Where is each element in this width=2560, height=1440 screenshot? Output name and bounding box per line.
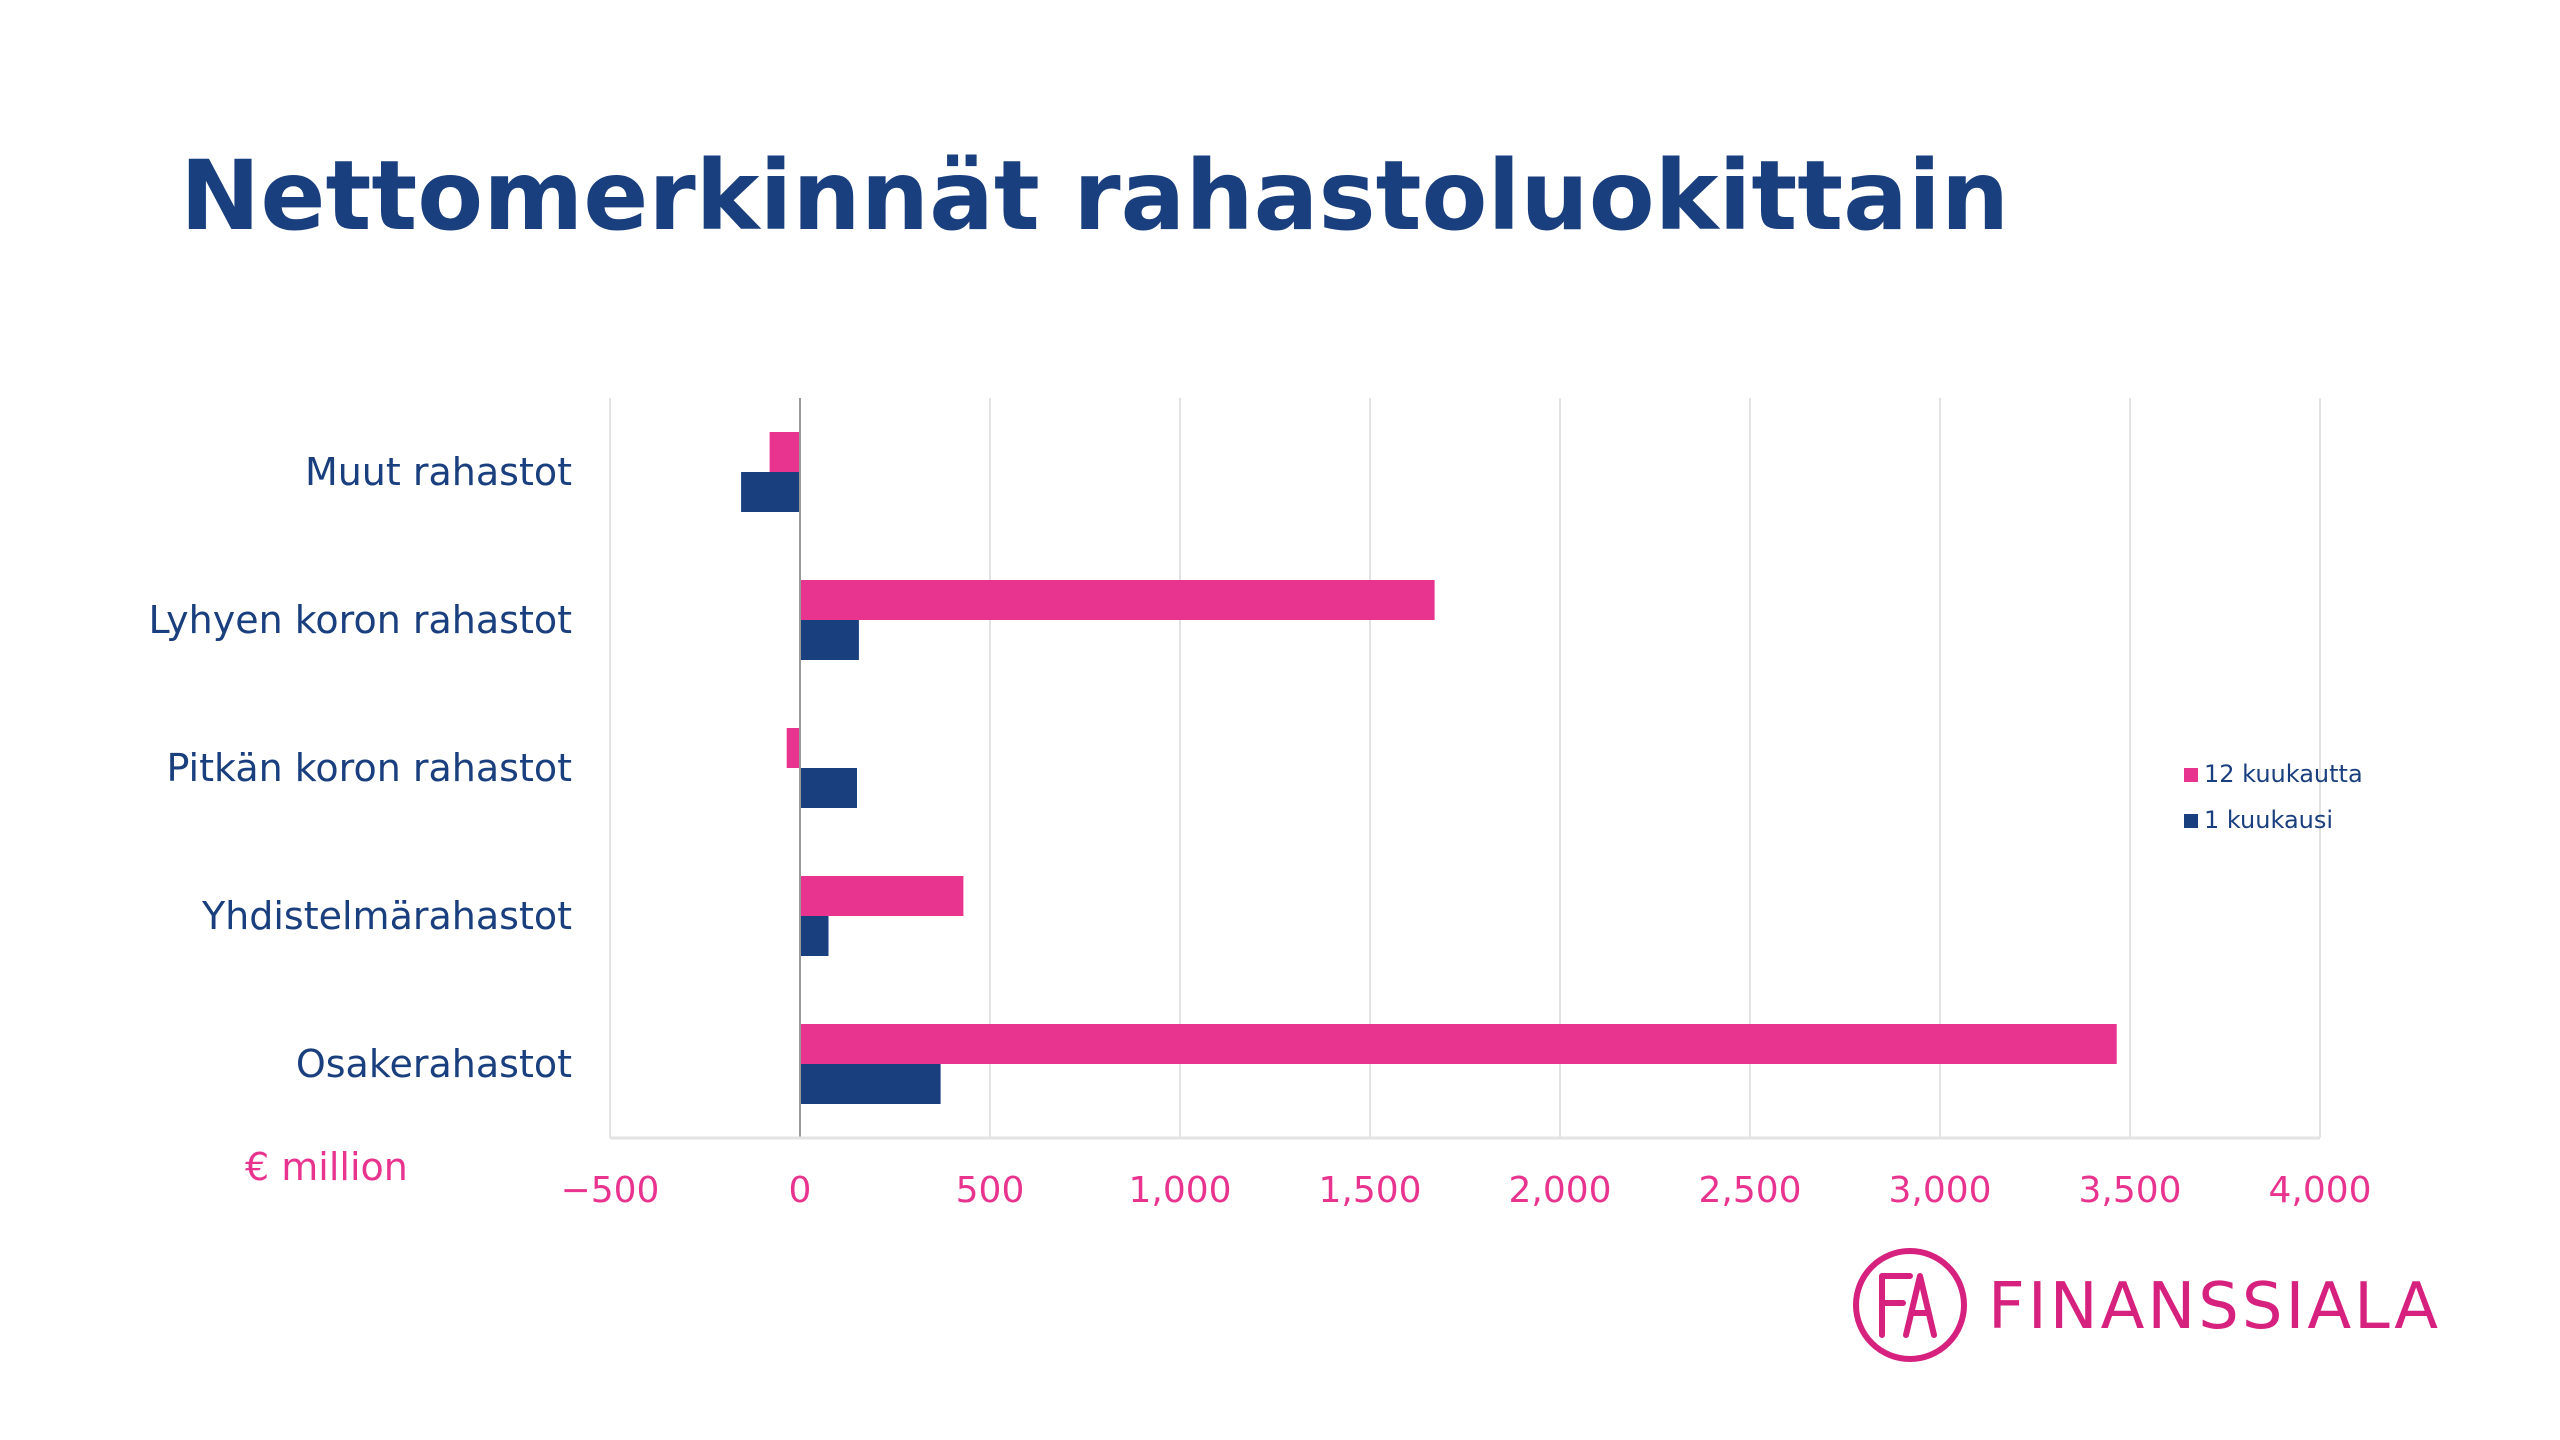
category-label: Yhdistelmärahastot (201, 894, 572, 938)
bar-1-kuukausi (800, 916, 829, 956)
bar-1-kuukausi (800, 768, 857, 808)
category-label: Muut rahastot (305, 450, 572, 494)
x-tick-label: 4,000 (2268, 1170, 2371, 1211)
bar-1-kuukausi (741, 472, 800, 512)
x-tick-label: 1,000 (1128, 1170, 1231, 1211)
bar-12-kuukautta (800, 876, 964, 916)
legend-label-1-kuukausi: 1 kuukausi (2204, 806, 2333, 834)
gridlines (609, 398, 2321, 1138)
x-tick-label: 0 (789, 1170, 812, 1211)
page-title: Nettomerkinnät rahastoluokittain (180, 140, 2010, 252)
bar-1-kuukausi (800, 1064, 941, 1104)
unit-label: € million (245, 1145, 408, 1189)
bar-12-kuukautta (786, 728, 800, 768)
legend: 12 kuukautta 1 kuukausi (2184, 760, 2363, 834)
logo-monogram-letters (1879, 1273, 1937, 1338)
x-tick-label: 1,500 (1318, 1170, 1421, 1211)
legend-swatch-12-kuukautta (2184, 768, 2198, 782)
x-tick-labels: −500 0 500 1,000 1,500 2,000 2,500 3,000 3,500 4,… (561, 1170, 2372, 1211)
x-tick-label: 2,500 (1698, 1170, 1801, 1211)
logo-monogram-circle (1853, 1248, 1967, 1362)
x-tick-label: 3,000 (1888, 1170, 1991, 1211)
bars (741, 432, 2117, 1104)
legend-label-12-kuukautta: 12 kuukautta (2204, 760, 2363, 788)
legend-swatch-1-kuukausi (2184, 814, 2198, 828)
x-tick-label: 500 (956, 1170, 1025, 1211)
category-label: Pitkän koron rahastot (166, 746, 572, 790)
x-tick-label: −500 (561, 1170, 660, 1211)
finanssiala-logo: FINANSSIALA (1853, 1248, 2441, 1362)
bar-1-kuukausi (800, 620, 859, 660)
bar-12-kuukautta (800, 1024, 2117, 1064)
x-tick-label: 3,500 (2078, 1170, 2181, 1211)
bar-12-kuukautta (769, 432, 800, 472)
axes (610, 398, 2320, 1140)
x-tick-label: 2,000 (1508, 1170, 1611, 1211)
category-label: Lyhyen koron rahastot (148, 598, 572, 642)
brand-name: FINANSSIALA (1988, 1270, 2441, 1344)
category-labels: Muut rahastot Lyhyen koron rahastot Pitkän… (148, 450, 572, 1086)
category-label: Osakerahastot (296, 1042, 572, 1086)
bar-12-kuukautta (800, 580, 1435, 620)
